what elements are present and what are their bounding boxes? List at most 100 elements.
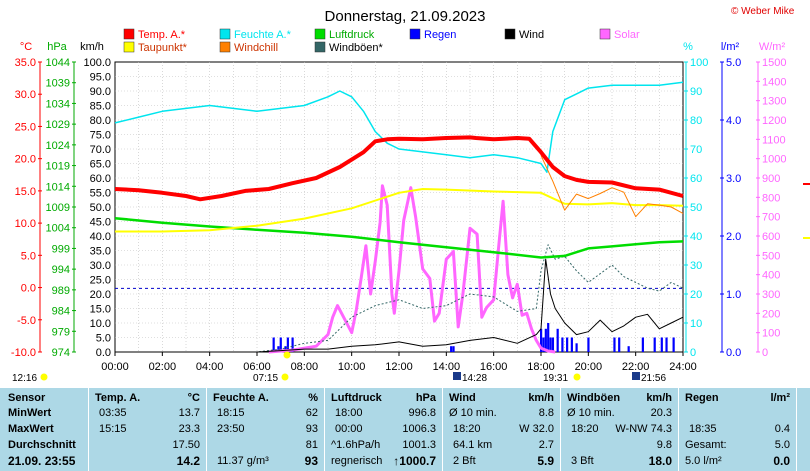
pressure-trend: ^1.6hPa/h	[331, 439, 381, 451]
humidity-axis-tick: 90	[690, 86, 702, 98]
wind-current: 5.9	[537, 454, 554, 468]
legend-swatch	[314, 41, 326, 53]
wind-axis-tick: 80.0	[90, 115, 111, 127]
rain-axis-tick: 5.0	[726, 57, 741, 69]
humidity-avg: 81	[305, 439, 318, 451]
wind-axis-tick: 40.0	[90, 231, 111, 243]
rain-bar	[672, 337, 675, 352]
legend-label: Windböen*	[329, 42, 384, 54]
rain-bar	[551, 337, 555, 352]
rain-bar	[286, 337, 289, 352]
rain-bar	[660, 337, 663, 352]
temp-axis-tick: 0.0	[21, 283, 36, 295]
rain-bar	[613, 337, 616, 352]
temp-max: 23.3	[178, 423, 200, 435]
temp-axis-tick: -10.0	[11, 347, 36, 359]
humidity-axis-tick: 50	[690, 202, 702, 214]
wind-axis-tick: 100.0	[83, 57, 111, 69]
legend-label: Luftdruck	[329, 29, 375, 41]
wind-day-avg: 2.7	[538, 439, 554, 451]
rain-max-time: 18:35	[689, 423, 717, 435]
temp-unit: °C	[187, 392, 200, 404]
pressure-min-time: 18:00	[335, 407, 363, 419]
rain-bar	[566, 337, 569, 352]
humidity-column: Feuchte A. % 18:15 62 23:50 93 81 11.37 …	[207, 388, 324, 471]
rain-bar	[542, 337, 545, 352]
legend-swatch	[219, 41, 231, 53]
temp-header: Temp. A.	[95, 392, 141, 404]
gusts-header: Windböen	[567, 392, 621, 404]
rain-header: Regen	[685, 392, 719, 404]
wind-axis-tick: 0.0	[96, 347, 111, 359]
temp-max-time: 15:15	[99, 423, 127, 435]
copyright-text: © Weber Mike	[731, 6, 795, 17]
feuchte-a-line	[114, 81, 684, 173]
moonset-icon	[453, 372, 461, 380]
temp-min-time: 03:35	[99, 407, 127, 419]
windchill-line	[540, 155, 684, 218]
wind-axis-tick: 10.0	[90, 318, 111, 330]
rain-total-label: Gesamt:	[685, 439, 727, 451]
rain-bar	[547, 323, 550, 352]
sunset-icon	[573, 373, 581, 381]
wind-distance: 64.1 km	[453, 439, 493, 451]
rain-total: 5.0	[774, 439, 790, 451]
gusts-current: 18.0	[648, 454, 672, 468]
pressure-max-time: 00:00	[335, 423, 363, 435]
solar-axis-tick: 900	[762, 173, 780, 185]
sun-icon	[281, 373, 289, 381]
x-tick-label: 10:00	[338, 361, 366, 373]
gusts-day-avg: 9.8	[656, 439, 672, 451]
moonset-time: 14:28	[462, 373, 487, 384]
pressure-axis-tick: 1009	[46, 202, 70, 214]
rain-bar	[641, 337, 644, 352]
rain-axis-tick: 2.0	[726, 231, 741, 243]
rain-max: 0.4	[774, 423, 790, 435]
pressure-axis-tick: 1039	[46, 78, 70, 90]
gusts-column: Windböen km/h Ø 10 min. 20.3 18:20 W-NW …	[561, 388, 678, 471]
x-tick-label: 24:00	[669, 361, 697, 373]
wind-axis-tick: 25.0	[90, 275, 111, 287]
rain-bar	[544, 328, 547, 352]
humidity-axis-tick: 0	[690, 347, 696, 359]
wind-axis-tick: 15.0	[90, 304, 111, 316]
humidity-absolute: 11.37 g/m³	[217, 455, 269, 467]
taupunkt-edge-marker	[803, 237, 810, 239]
legend-swatch	[219, 28, 231, 40]
solar-axis-tick: 0	[762, 347, 768, 359]
solar-axis-tick: 600	[762, 231, 780, 243]
solar-axis-tick: 500	[762, 250, 780, 262]
rain-bar	[279, 337, 282, 352]
axes: 35.0 30.0 25.0 20.0 15.0 10.0 5.0 0.0 -5.0 -10.0 1…	[11, 57, 787, 373]
pressure-axis-tick: 979	[52, 326, 70, 338]
legend-label: Windchill	[234, 42, 278, 54]
rain-current: 0.0	[773, 454, 790, 468]
humidity-min: 62	[305, 407, 318, 419]
wind-header: Wind	[449, 392, 476, 404]
rain-bar	[665, 337, 668, 352]
wind-column: Wind km/h Ø 10 min. 8.8 18:20 W 32.0 64.…	[443, 388, 560, 471]
pressure-axis-tick: 1024	[46, 140, 70, 152]
pressure-avg: 1001.3	[402, 439, 436, 451]
legend-swatch	[599, 28, 611, 40]
minwert-label: MinWert	[8, 407, 52, 419]
temp-axis-tick: 5.0	[21, 250, 36, 262]
temp-avg: 17.50	[172, 439, 200, 451]
humidity-axis-tick: 40	[690, 231, 702, 243]
x-tick-label: 04:00	[196, 361, 224, 373]
weather-chart: Donnerstag, 21.09.2023 © Weber Mike Temp…	[11, 6, 810, 384]
rain-bar	[291, 337, 294, 352]
moonrise-time: 12:16	[12, 373, 37, 384]
pressure-min: 996.8	[408, 407, 436, 419]
temp-a-line	[114, 135, 684, 202]
pressure-axis-tick: 984	[52, 306, 70, 318]
temp-min: 13.7	[178, 407, 200, 419]
humidity-axis-tick: 100	[690, 57, 708, 69]
gusts-max: W-NW 74.3	[615, 423, 672, 435]
temp-axis-tick: 20.0	[15, 154, 36, 166]
humidity-unit: %	[308, 392, 318, 404]
legend-swatch	[409, 28, 421, 40]
humidity-axis-unit: %	[683, 41, 693, 53]
rain-bar	[618, 337, 621, 352]
solar-axis-tick: 1200	[762, 115, 786, 127]
